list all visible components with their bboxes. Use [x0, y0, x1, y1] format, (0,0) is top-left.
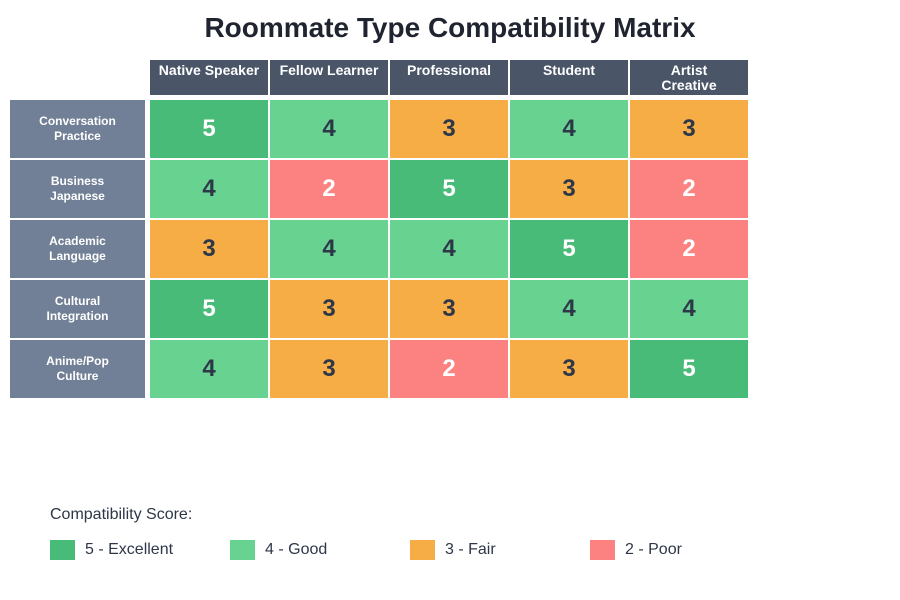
- legend-label: 5 - Excellent: [85, 541, 174, 558]
- legend-label: 3 - Fair: [445, 541, 496, 558]
- legend-label: 4 - Good: [265, 541, 328, 558]
- legend-swatch: [410, 540, 435, 560]
- row-label: Anime/Pop Culture: [10, 340, 145, 398]
- column-header: Native Speaker: [150, 60, 268, 95]
- legend-title: Compatibility Score:: [50, 506, 193, 523]
- matrix-cell: 4: [510, 100, 628, 158]
- legend-swatch: [590, 540, 615, 560]
- legend-item: 2 - Poor: [590, 540, 682, 560]
- matrix-cell: 3: [150, 220, 268, 278]
- row-label: Business Japanese: [10, 160, 145, 218]
- row-label: Academic Language: [10, 220, 145, 278]
- matrix-cell: 3: [270, 340, 388, 398]
- matrix-cell: 3: [510, 340, 628, 398]
- column-header: Fellow Learner: [270, 60, 388, 95]
- matrix-cell: 5: [630, 340, 748, 398]
- matrix-cell: 3: [510, 160, 628, 218]
- legend-item: 5 - Excellent: [50, 540, 173, 560]
- matrix-cell: 2: [390, 340, 508, 398]
- chart-title: Roommate Type Compatibility Matrix: [204, 12, 696, 43]
- matrix-cell: 2: [270, 160, 388, 218]
- matrix-cell: 3: [270, 280, 388, 338]
- matrix-cell: 4: [270, 220, 388, 278]
- column-header: Student: [510, 60, 628, 95]
- matrix-cell: 5: [150, 280, 268, 338]
- matrix-cell: 3: [630, 100, 748, 158]
- matrix-cell: 4: [150, 160, 268, 218]
- row-label: Conversation Practice: [10, 100, 145, 158]
- legend-swatch: [50, 540, 75, 560]
- matrix-cell: 2: [630, 220, 748, 278]
- matrix-cell: 2: [630, 160, 748, 218]
- matrix-cell: 4: [390, 220, 508, 278]
- matrix-cell: 4: [510, 280, 628, 338]
- legend-item: 3 - Fair: [410, 540, 496, 560]
- matrix-cell: 5: [390, 160, 508, 218]
- row-label: Cultural Integration: [10, 280, 145, 338]
- legend-item: 4 - Good: [230, 540, 327, 560]
- legend-swatch: [230, 540, 255, 560]
- matrix-cell: 5: [510, 220, 628, 278]
- legend-label: 2 - Poor: [625, 541, 682, 558]
- matrix-cell: 4: [270, 100, 388, 158]
- matrix-cell: 4: [630, 280, 748, 338]
- matrix-cell: 5: [150, 100, 268, 158]
- matrix-cell: 3: [390, 100, 508, 158]
- column-header: Artist Creative: [630, 60, 748, 95]
- matrix-cell: 4: [150, 340, 268, 398]
- matrix-cell: 3: [390, 280, 508, 338]
- column-header: Professional: [390, 60, 508, 95]
